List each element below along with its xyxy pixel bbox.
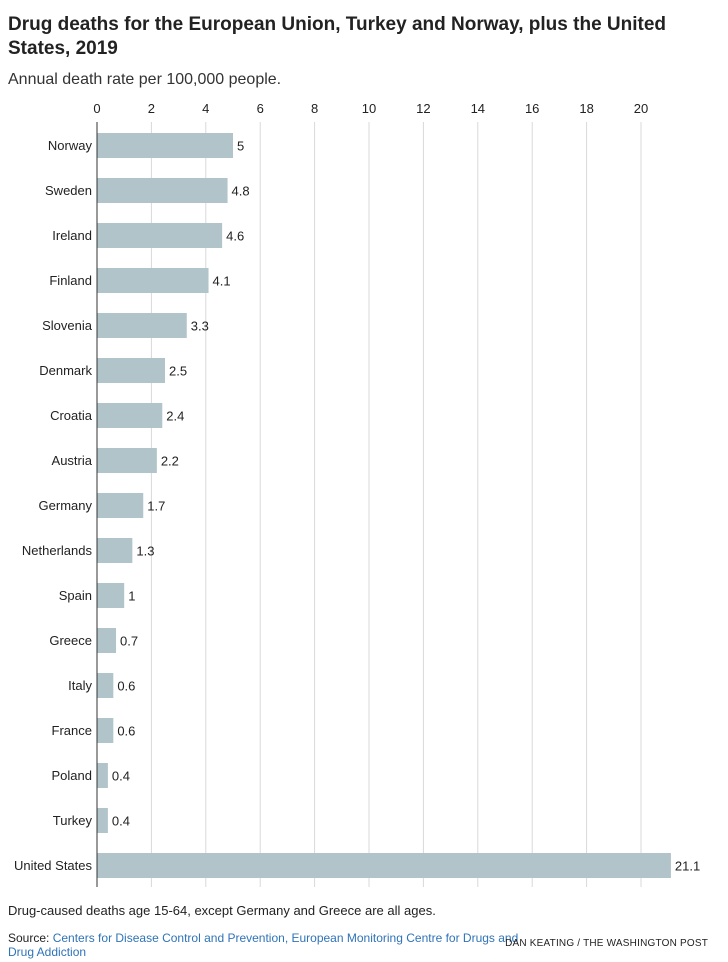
x-tick-label: 8 — [311, 101, 318, 116]
value-label: 0.6 — [117, 724, 135, 739]
value-label: 4.1 — [213, 274, 231, 289]
bar — [97, 673, 114, 698]
value-label: 0.4 — [112, 814, 130, 829]
x-tick-label: 20 — [634, 101, 648, 116]
category-label: Slovenia — [42, 318, 93, 333]
chart-title: Drug deaths for the European Union, Turk… — [8, 14, 667, 59]
source-link[interactable]: Centers for Disease Control and Preventi… — [8, 931, 519, 959]
x-tick-label: 10 — [362, 101, 376, 116]
category-label: Austria — [52, 453, 93, 468]
category-label: United States — [14, 858, 93, 873]
value-label: 4.6 — [226, 229, 244, 244]
x-tick-label: 12 — [416, 101, 430, 116]
category-label: Finland — [49, 273, 92, 288]
x-tick-label: 4 — [202, 101, 209, 116]
bar — [97, 268, 209, 293]
bar — [97, 763, 108, 788]
bar — [97, 853, 671, 878]
value-label: 4.8 — [232, 184, 250, 199]
bar — [97, 583, 125, 608]
bar — [97, 808, 108, 833]
x-tick-label: 18 — [579, 101, 593, 116]
category-label: Netherlands — [22, 543, 93, 558]
bar — [97, 358, 165, 383]
x-tick-label: 16 — [525, 101, 539, 116]
chart-subtitle: Annual death rate per 100,000 people. — [8, 71, 282, 88]
bar — [97, 223, 223, 248]
category-label: Italy — [68, 678, 92, 693]
category-labels: Norway Sweden Ireland Finland Slovenia Denmar… — [14, 138, 93, 873]
bar — [97, 628, 117, 653]
value-label: 1.3 — [136, 544, 154, 559]
value-label: 0.4 — [112, 769, 130, 784]
category-label: Ireland — [52, 228, 92, 243]
category-label: Sweden — [45, 183, 92, 198]
bar — [97, 493, 144, 518]
category-label: Norway — [48, 138, 93, 153]
category-label: Germany — [39, 498, 93, 513]
category-label: France — [52, 723, 92, 738]
value-label: 1.7 — [147, 499, 165, 514]
value-label: 2.5 — [169, 364, 187, 379]
bars — [97, 133, 671, 878]
category-label: Spain — [59, 588, 92, 603]
x-tick-label: 0 — [93, 101, 100, 116]
bar — [97, 718, 114, 743]
bar — [97, 133, 233, 158]
bar — [97, 448, 157, 473]
bar — [97, 538, 133, 563]
gridlines — [150, 122, 642, 887]
source-line: Source: Centers for Disease Control and … — [8, 931, 538, 959]
category-label: Greece — [49, 633, 92, 648]
bar-chart: 0 2 4 6 8 10 12 14 16 18 20 Norway Sweden Ireland Fin… — [14, 101, 700, 887]
category-label: Turkey — [53, 813, 93, 828]
x-axis-ticks: 0 2 4 6 8 10 12 14 16 18 20 — [93, 101, 648, 116]
value-labels: 5 4.8 4.6 4.1 3.3 2.5 2.4 2.2 1.7 1.3 1 0.7 0.6 0.6 0.… — [112, 139, 700, 874]
value-label: 0.6 — [117, 679, 135, 694]
value-label: 0.7 — [120, 634, 138, 649]
value-label: 21.1 — [675, 859, 700, 874]
x-tick-label: 14 — [471, 101, 485, 116]
value-label: 1 — [128, 589, 135, 604]
footnote: Drug-caused deaths age 15-64, except Ger… — [8, 903, 436, 918]
value-label: 3.3 — [191, 319, 209, 334]
category-label: Denmark — [39, 363, 92, 378]
category-label: Poland — [52, 768, 92, 783]
value-label: 5 — [237, 139, 244, 154]
category-label: Croatia — [50, 408, 93, 423]
bar — [97, 178, 228, 203]
bar — [97, 403, 163, 428]
source-label: Source: — [8, 931, 53, 945]
x-tick-label: 6 — [257, 101, 264, 116]
credit-line: DAN KEATING / THE WASHINGTON POST — [505, 938, 708, 949]
x-tick-label: 2 — [148, 101, 155, 116]
value-label: 2.4 — [166, 409, 184, 424]
value-label: 2.2 — [161, 454, 179, 469]
bar — [97, 313, 187, 338]
